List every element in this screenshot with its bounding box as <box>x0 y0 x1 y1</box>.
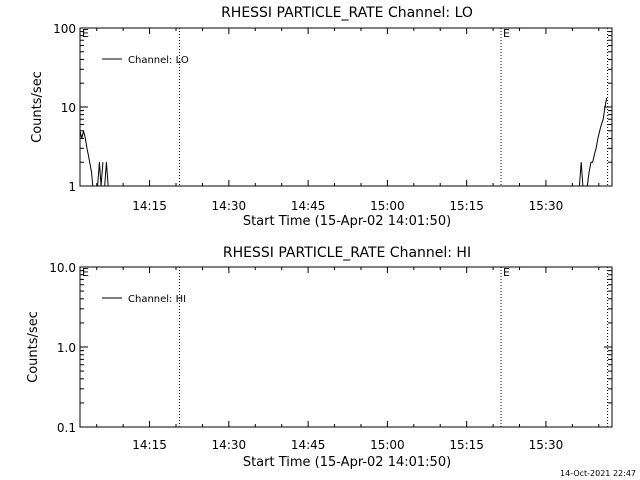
x-tick-label-hi-3: 15:00 <box>370 438 405 452</box>
x-tick-label-hi-1: 14:30 <box>212 438 247 452</box>
event-label-hi-2: E <box>503 266 510 279</box>
legend-label-hi: Channel: HI <box>128 294 186 305</box>
event-label-hi-0: E <box>82 266 89 279</box>
event-label-lo-0: E <box>82 27 89 40</box>
tick-marks-hi <box>80 267 612 428</box>
x-tick-labels-hi: 14:15 14:30 14:45 15:00 15:15 15:30 <box>132 438 563 452</box>
panel-lo: RHESSI PARTICLE_RATE Channel: LO Counts/… <box>30 5 613 229</box>
y-tick-label-hi-0: 0.1 <box>57 421 76 435</box>
y-tick-label-hi-2: 10.0 <box>49 261 76 275</box>
legend-label-lo: Channel: LO <box>128 55 189 66</box>
y-axis-label-hi: Counts/sec <box>26 311 41 383</box>
y-tick-label-lo-0: 1 <box>68 180 76 194</box>
series-line-segment <box>79 130 94 187</box>
y-tick-label-hi-1: 1.0 <box>57 341 76 355</box>
x-tick-labels-lo: 14:15 14:30 14:45 15:00 15:15 15:30 <box>132 199 563 213</box>
panel-hi: RHESSI PARTICLE_RATE Channel: HI Counts/… <box>26 245 613 470</box>
chart-title-hi: RHESSI PARTICLE_RATE Channel: HI <box>223 245 471 261</box>
series-line-segment <box>104 162 109 187</box>
series-line-segment <box>578 162 584 187</box>
x-tick-label-hi-2: 14:45 <box>291 438 326 452</box>
series-lo <box>79 97 608 187</box>
x-axis-label-lo: Start Time (15-Apr-02 14:01:50) <box>243 214 451 229</box>
y-tick-label-lo-1: 10 <box>61 101 76 115</box>
x-tick-label-lo-2: 14:45 <box>291 199 326 213</box>
y-axis-label-lo: Counts/sec <box>30 71 45 143</box>
footer-timestamp: 14-Oct-2021 22:47 <box>560 469 636 478</box>
event-markers-lo: E E <box>79 27 609 186</box>
plot-frame-hi <box>79 266 613 428</box>
event-markers-hi: E E <box>79 266 609 427</box>
x-tick-label-lo-4: 15:15 <box>449 199 484 213</box>
x-tick-label-hi-4: 15:15 <box>449 438 484 452</box>
x-axis-label-hi: Start Time (15-Apr-02 14:01:50) <box>243 455 451 470</box>
x-tick-label-hi-5: 15:30 <box>529 438 564 452</box>
x-tick-label-lo-3: 15:00 <box>370 199 405 213</box>
series-line-segment <box>586 97 608 187</box>
tick-marks-lo <box>80 28 612 187</box>
x-tick-label-lo-0: 14:15 <box>132 199 167 213</box>
event-label-lo-2: E <box>503 27 510 40</box>
x-tick-label-lo-5: 15:30 <box>529 199 564 213</box>
y-tick-label-lo-2: 100 <box>53 22 76 36</box>
series-line-segment <box>97 162 104 187</box>
plot-frame-lo <box>79 27 613 187</box>
x-tick-label-hi-0: 14:15 <box>132 438 167 452</box>
chart-title-lo: RHESSI PARTICLE_RATE Channel: LO <box>221 5 473 21</box>
x-tick-label-lo-1: 14:30 <box>212 199 247 213</box>
